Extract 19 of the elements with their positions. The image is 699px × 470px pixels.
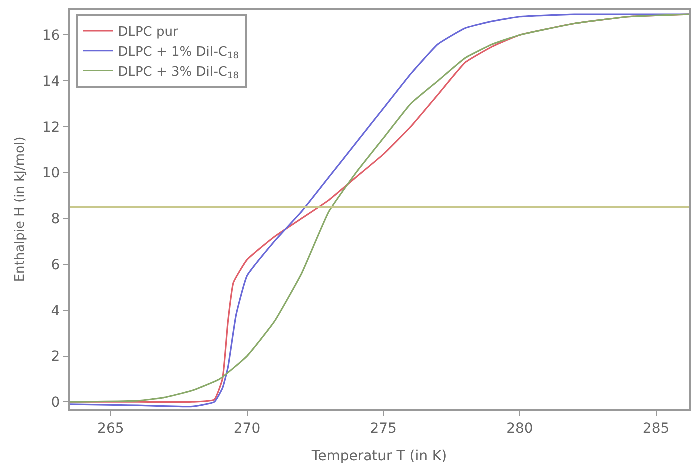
x-tick-label: 270 (234, 420, 261, 437)
legend-label: DLPC pur (118, 25, 179, 40)
x-tick-label: 280 (506, 420, 534, 437)
legend-label: DLPC + 3% DiI-C$_{18}$ (118, 64, 240, 82)
y-tick-label: 12 (42, 120, 60, 136)
y-axis-title: Enthalpie H (in kJ/mol) (12, 136, 28, 282)
y-tick-label: 8 (51, 212, 60, 228)
y-tick-label: 14 (42, 74, 60, 90)
x-tick-label: 285 (642, 420, 670, 437)
y-tick-label: 6 (51, 257, 60, 274)
y-tick-label: 4 (51, 303, 60, 320)
y-tick-label: 10 (42, 166, 60, 182)
y-tick-label: 0 (51, 395, 60, 412)
y-tick-label: 2 (51, 349, 60, 366)
x-axis-title: Temperatur T (in K) (310, 448, 448, 465)
y-tick-label: 16 (42, 28, 60, 44)
legend-label: DLPC + 1% DiI-C$_{18}$ (118, 44, 240, 62)
x-tick-label: 275 (370, 420, 397, 437)
x-tick-label: 265 (98, 420, 124, 437)
